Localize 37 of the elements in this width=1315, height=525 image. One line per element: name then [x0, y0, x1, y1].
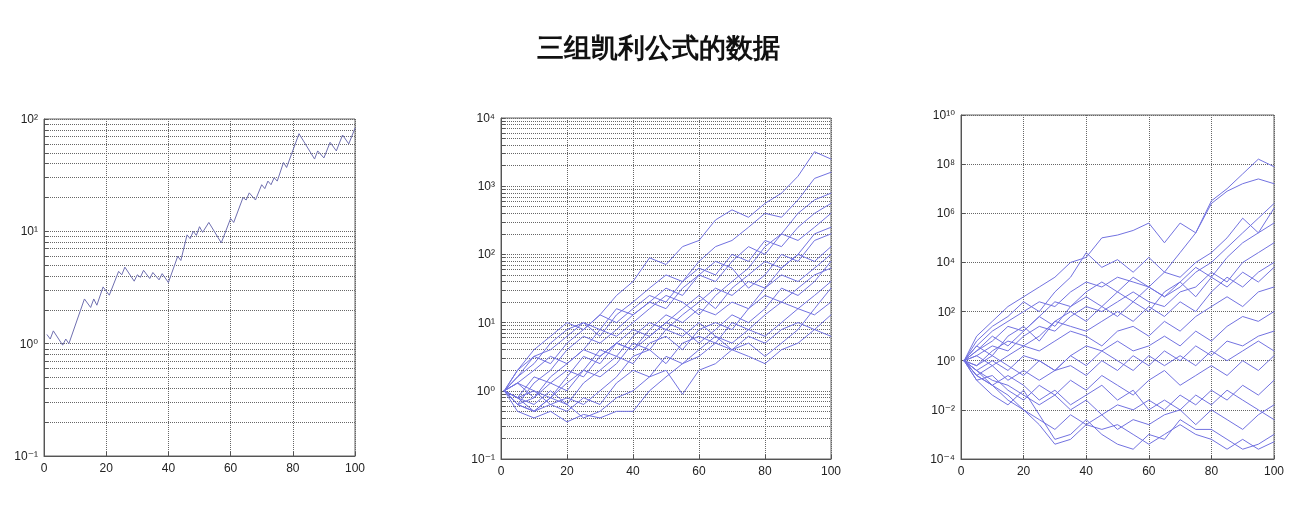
x-tick-label: 100: [820, 464, 842, 478]
y-tick-label: 10⁻¹: [14, 449, 38, 463]
y-tick-label: 10⁰: [476, 383, 496, 398]
y-tick-label: 10⁻¹: [471, 452, 495, 466]
x-tick-label: 0: [957, 464, 965, 478]
y-tick-label: 10¹⁰: [932, 108, 956, 122]
x-tick-label: 60: [692, 464, 706, 478]
y-tick-label: 10¹: [20, 224, 38, 239]
x-tick-label: 60: [223, 461, 238, 475]
x-tick-label: 20: [99, 461, 114, 475]
y-tick-label: 10²: [477, 247, 495, 262]
x-tick-label: 40: [626, 464, 640, 478]
x-tick-label: 80: [286, 461, 300, 475]
y-tick-label: 10⁻⁴: [930, 452, 955, 466]
x-tick-label: 60: [1142, 464, 1156, 478]
x-tick-label: 20: [560, 464, 574, 478]
x-tick-label: 100: [1263, 464, 1285, 478]
y-tick-label: 10²: [20, 112, 38, 126]
x-tick-label: 20: [1016, 464, 1031, 478]
y-tick-label: 10⁰: [936, 353, 956, 368]
chart-title: 三组凯利公式的数据: [535, 32, 781, 65]
y-tick-label: 10⁸: [936, 157, 955, 172]
y-tick-label: 10⁴: [936, 255, 955, 270]
x-tick-label: 0: [497, 464, 505, 478]
x-tick-label: 40: [1079, 464, 1094, 478]
x-tick-label: 0: [40, 461, 48, 475]
y-tick-label: 10⁶: [936, 206, 956, 221]
y-tick-label: 10⁰: [19, 336, 39, 351]
y-tick-label: 10¹: [477, 315, 495, 330]
x-tick-label: 40: [161, 461, 176, 475]
y-tick-label: 10²: [937, 304, 955, 319]
x-tick-label: 80: [758, 464, 772, 478]
x-tick-label: 80: [1204, 464, 1219, 478]
y-tick-label: 10³: [477, 179, 495, 194]
y-tick-label: 10⁻²: [931, 402, 955, 417]
x-tick-label: 100: [344, 461, 366, 475]
y-tick-label: 10⁴: [476, 111, 495, 125]
